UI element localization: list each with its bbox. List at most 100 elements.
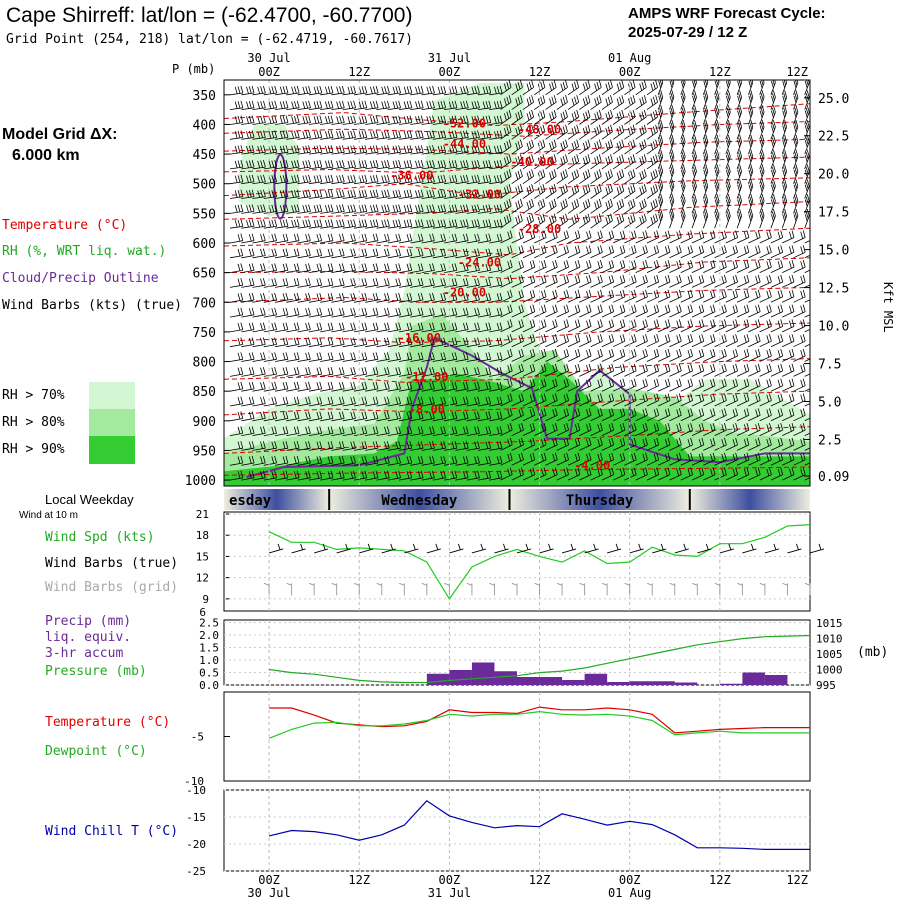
- wind-barb: [387, 381, 401, 392]
- temperature-contour-9: [224, 322, 810, 344]
- wind-barb: [432, 115, 447, 125]
- wind-barb: [511, 198, 523, 214]
- wind-barb: [714, 304, 727, 318]
- wind-barb: [511, 467, 524, 481]
- precip-tick-label: 2.5: [199, 617, 219, 630]
- wind-barb: [601, 334, 615, 348]
- wind-barb: [522, 124, 534, 140]
- wind-barb: [804, 343, 810, 348]
- dewpoint-line: [268, 710, 810, 739]
- wind-barb: [567, 183, 580, 199]
- wind-barb: [376, 263, 390, 273]
- wind-barb: [816, 379, 828, 392]
- wind-barb: [579, 408, 592, 422]
- temp-tick-label: -10: [184, 775, 204, 788]
- wind-barb: [669, 245, 682, 259]
- wind-barb: [466, 292, 480, 303]
- wind-barb: [748, 230, 761, 244]
- wind-barb: [545, 169, 557, 185]
- wind-barb: [286, 189, 300, 199]
- wind-barb: [320, 337, 334, 348]
- temp-tick-label: -5: [191, 731, 204, 744]
- wind-barb: [816, 260, 828, 273]
- wind-barb: [590, 408, 603, 422]
- wind-barb: [816, 453, 828, 466]
- wind-barb: [432, 307, 446, 318]
- wind-barb: [601, 274, 615, 288]
- wind-barb: [703, 452, 716, 466]
- wind-barb: [252, 263, 266, 273]
- wind-barb: [466, 174, 480, 185]
- wind-barb: [365, 381, 379, 392]
- wind-barb: [601, 139, 613, 155]
- wind-barb: [342, 115, 356, 125]
- wind-barb: [398, 145, 413, 155]
- wind-barb: [353, 204, 368, 214]
- wind-barb: [365, 174, 379, 185]
- wind-barb: [342, 307, 356, 318]
- wind-barb: [489, 352, 503, 362]
- station-title: Cape Shirreff: lat/lon = (-62.4700, -60.…: [6, 4, 413, 27]
- wind-barb: [444, 85, 458, 96]
- wind-barb: [489, 411, 503, 422]
- wind-barb-true: [652, 543, 667, 554]
- wind-barb: [613, 437, 626, 451]
- wind-barb: [387, 85, 401, 96]
- wind-barb: [556, 183, 568, 199]
- wind-barb: [489, 145, 503, 155]
- forecast-cycle-label: AMPS WRF Forecast Cycle:: [628, 5, 826, 22]
- wind-barb: [556, 393, 569, 407]
- wind-barb: [421, 352, 435, 362]
- wind-barb: [263, 159, 278, 170]
- wind-barb: [398, 411, 413, 422]
- wind-barb: [241, 426, 255, 436]
- wind-barb: [410, 189, 424, 199]
- wind-barb-grid: [286, 582, 293, 596]
- wind-barb: [398, 159, 413, 170]
- wind-barb: [680, 90, 686, 110]
- wind-barb: [241, 130, 255, 140]
- wind-barb: [444, 366, 458, 377]
- wind-barb: [387, 204, 401, 214]
- wind-barb: [534, 393, 547, 407]
- wind-barb: [522, 154, 534, 170]
- wind-barb: [579, 437, 592, 451]
- wind-barb: [646, 95, 658, 110]
- wind-barb: [534, 80, 546, 96]
- wind-barb: [342, 100, 356, 110]
- wind-barb: [748, 80, 754, 95]
- time-tick-bottom: 12Z: [529, 873, 551, 887]
- wind-barb: [601, 393, 615, 407]
- wind-barb: [680, 289, 693, 303]
- wind-barb: [680, 134, 686, 155]
- wind-barb: [421, 381, 435, 392]
- wind-barb: [286, 219, 300, 229]
- kft-tick-label: 15.0: [818, 244, 849, 259]
- wind-barb: [353, 292, 368, 303]
- wind-barb: [477, 441, 492, 451]
- wind-barb: [286, 322, 300, 333]
- wind-barb: [263, 130, 278, 140]
- wind-barb: [534, 274, 547, 288]
- wind-barb: [658, 422, 671, 436]
- wind-barb: [714, 422, 727, 436]
- wind-barb: [229, 396, 244, 407]
- wind-barb: [241, 248, 255, 259]
- wind-barb: [500, 230, 513, 244]
- wind-barb: [635, 334, 648, 348]
- wind-barb: [376, 292, 390, 303]
- wind-barb: [365, 396, 379, 407]
- wind-barb: [297, 470, 311, 481]
- temperature-contour-label: -52.00: [443, 116, 486, 130]
- wind-barb: [669, 208, 675, 229]
- wind-barb: [229, 366, 244, 377]
- wind-barb: [410, 307, 424, 318]
- wind-barb: [770, 467, 784, 481]
- wind-barb: [804, 284, 810, 288]
- wind-barb: [579, 289, 592, 303]
- wind-barb: [455, 426, 469, 436]
- wind-barb: [455, 115, 469, 125]
- wind-barb: [398, 233, 413, 244]
- wind-barb: [680, 437, 693, 451]
- wind-barb: [455, 174, 469, 185]
